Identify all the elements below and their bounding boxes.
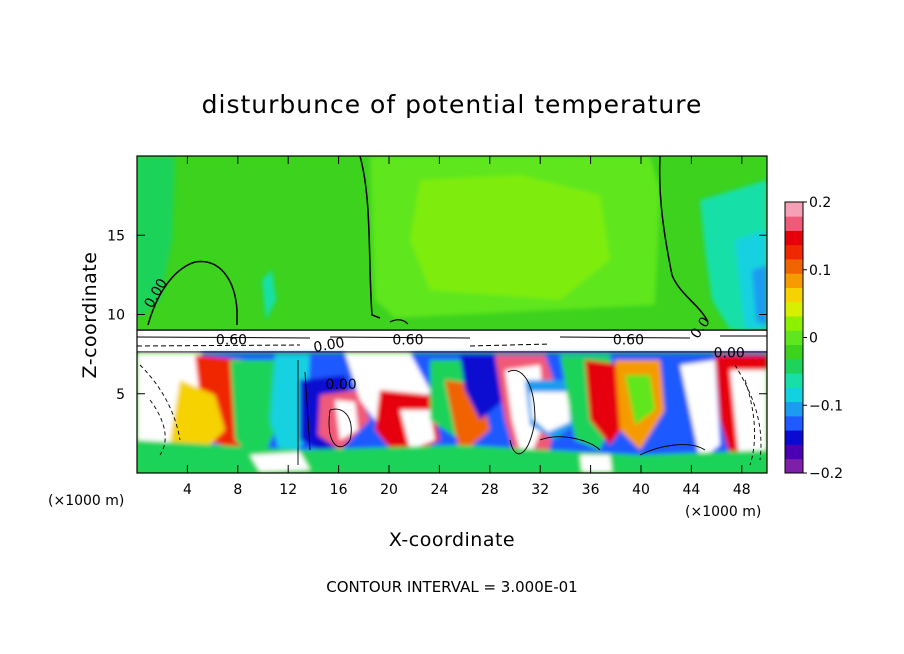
contour-label: 0.60: [392, 333, 423, 349]
colorbar-swatch: [785, 430, 803, 445]
colorbar-swatch: [785, 244, 803, 260]
field-patch: [262, 270, 276, 320]
y-tick-label: 15: [107, 228, 125, 244]
colorbar-swatch: [785, 202, 803, 217]
upper-field: [137, 156, 767, 330]
y-axis: 5 10 15: [107, 228, 767, 403]
colorbar-swatch: [785, 444, 803, 460]
x-tick-label: 12: [279, 482, 297, 498]
colorbar-swatch: [785, 287, 803, 303]
layer-band: [137, 329, 767, 353]
field-patch: [752, 265, 767, 325]
contour-line: [139, 364, 181, 456]
colorbar: 0.2 0.1 0 −0.1 −0.2: [784, 195, 843, 482]
colorbar-swatch: [785, 344, 803, 360]
y-tick-label: 10: [107, 308, 125, 324]
colorbar-label: 0.2: [809, 195, 831, 211]
contour-line: [359, 156, 381, 319]
x-tick-label: 20: [380, 482, 398, 498]
colorbar-swatch: [785, 387, 803, 403]
contour-label: 0.60: [613, 333, 644, 349]
contour-line: [328, 408, 352, 448]
colorbar-label: −0.1: [809, 398, 843, 414]
x-tick-label: 32: [531, 482, 549, 498]
x-axis-label: X-coordinate: [389, 529, 515, 551]
colorbar-swatch: [785, 458, 803, 474]
colorbar-swatch: [785, 330, 803, 346]
field-patch: [250, 452, 310, 472]
x-axis-unit-right: (×1000 m): [685, 504, 761, 520]
contour-label: 0.00: [714, 345, 745, 361]
lower-field: [137, 353, 767, 473]
y-axis-label: Z-coordinate: [79, 252, 101, 379]
layer-band-line: [137, 335, 767, 339]
colorbar-label: 0.1: [809, 263, 831, 279]
contour-label: 0.00: [326, 377, 357, 393]
field-patch: [580, 455, 612, 472]
colorbar-swatch: [785, 316, 803, 331]
field-patch: [410, 175, 610, 300]
colorbar-swatch: [785, 230, 803, 246]
field-patch: [137, 156, 175, 320]
x-tick-label: 24: [430, 482, 448, 498]
field-patch: [680, 360, 720, 460]
contour-line: [389, 319, 409, 325]
y-tick-label: 5: [116, 387, 125, 403]
contour-line: [507, 370, 536, 455]
x-tick-label: 44: [682, 482, 700, 498]
field-patch: [170, 380, 225, 460]
field-patch: [530, 392, 570, 432]
chart-title: disturbunce of potential temperature: [202, 90, 703, 119]
x-tick-label: 48: [733, 482, 751, 498]
field-patch: [230, 360, 280, 465]
colorbar-swatch: [785, 373, 803, 388]
colorbar-swatch: [785, 301, 803, 317]
x-axis: 4 8 12 16 20 24 28 32 36 40 44 48: [183, 156, 751, 498]
x-tick-label: 28: [481, 482, 499, 498]
layer-band-line: [137, 343, 551, 347]
contour-label: 0.00: [312, 335, 345, 356]
x-tick-label: 36: [582, 482, 600, 498]
contour-label: 0.60: [216, 333, 247, 349]
colorbar-swatch: [785, 401, 803, 417]
colorbar-swatch: [785, 358, 803, 374]
contour-line: [297, 360, 311, 465]
plot-area: 0.000.60 0.00 0.600.000.600.000.0: [137, 156, 767, 473]
contour-line: [539, 436, 706, 456]
colorbar-label: 0: [809, 331, 818, 347]
colorbar-swatch: [785, 415, 803, 431]
x-tick-label: 16: [330, 482, 348, 498]
field-patch: [400, 410, 435, 450]
x-tick-label: 40: [632, 482, 650, 498]
x-tick-label: 8: [233, 482, 242, 498]
contour-lines: [139, 156, 762, 466]
colorbar-swatch: [785, 273, 803, 288]
field-patch: [730, 370, 767, 470]
colorbar-label: −0.2: [809, 466, 843, 482]
contour-line: [658, 156, 709, 323]
contour-interval-note: CONTOUR INTERVAL = 3.000E-01: [326, 578, 577, 596]
field-patch: [625, 375, 655, 425]
contour-line: [734, 364, 762, 466]
colorbar-swatch: [785, 216, 803, 231]
x-tick-label: 4: [183, 482, 192, 498]
x-axis-unit-left: (×1000 m): [48, 493, 124, 509]
colorbar-swatch: [785, 259, 803, 274]
contour-line: [147, 260, 238, 326]
